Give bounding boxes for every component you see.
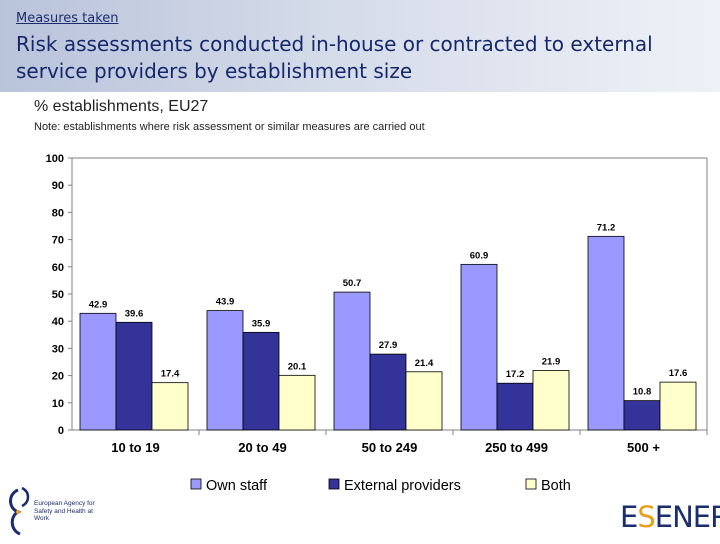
data-label: 21.4 <box>415 358 434 369</box>
data-label: 35.9 <box>252 318 271 329</box>
bar <box>496 382 534 431</box>
category-label: 250 to 499 <box>485 440 548 455</box>
agency-emblem-icon <box>9 486 30 536</box>
agency-name: European Agency for Safety and Health at… <box>34 500 95 522</box>
y-tick-label: 100 <box>46 153 64 165</box>
bar <box>333 291 371 431</box>
bar <box>623 400 661 431</box>
data-label: 60.9 <box>470 250 489 261</box>
y-tick-label: 40 <box>52 316 64 328</box>
brand-prefix: E <box>620 500 638 534</box>
category-label: 10 to 19 <box>111 440 159 455</box>
y-tick-label: 30 <box>52 343 64 355</box>
category-label: 500 + <box>627 440 660 455</box>
legend-label: Own staff <box>206 478 268 494</box>
y-tick-label: 80 <box>52 207 64 219</box>
page-title: Risk assessments conducted in-house or c… <box>16 32 653 83</box>
category-label: 50 to 249 <box>362 440 418 455</box>
esener-logo: ESENER <box>620 500 720 534</box>
data-label: 20.1 <box>288 361 307 372</box>
bar <box>206 310 244 431</box>
legend-label: External providers <box>344 478 461 494</box>
bar <box>460 263 498 431</box>
bar <box>532 370 570 431</box>
data-label: 39.6 <box>125 308 144 319</box>
header-banner <box>0 0 720 92</box>
data-label: 10.8 <box>633 387 652 398</box>
eu-osha-logo <box>4 484 100 540</box>
data-label: 27.9 <box>379 340 398 351</box>
y-tick-label: 10 <box>52 398 64 410</box>
category-label: 20 to 49 <box>238 440 286 455</box>
data-label: 71.2 <box>597 222 616 233</box>
legend-swatch <box>328 478 340 490</box>
data-label: 50.7 <box>343 278 362 289</box>
y-tick-label: 20 <box>52 371 64 383</box>
y-tick-label: 70 <box>52 235 64 247</box>
data-label: 43.9 <box>216 297 235 308</box>
brand-suffix: ENER <box>654 500 720 534</box>
bar <box>659 381 697 431</box>
y-tick-label: 50 <box>52 289 64 301</box>
brand-accent: S <box>637 500 655 534</box>
bar <box>242 331 280 431</box>
chart-note: Note: establishments where risk assessme… <box>34 121 425 133</box>
legend-label: Both <box>541 478 571 494</box>
data-label: 17.4 <box>161 369 180 380</box>
bar <box>587 235 625 431</box>
bar <box>278 374 316 431</box>
bar <box>369 353 407 431</box>
data-label: 17.6 <box>669 368 688 379</box>
data-label: 21.9 <box>542 356 561 367</box>
bar <box>405 371 443 431</box>
y-tick-label: 60 <box>52 262 64 274</box>
y-tick-label: 90 <box>52 180 64 192</box>
chart-subtitle: % establishments, EU27 <box>34 98 209 115</box>
bar <box>79 312 117 431</box>
data-label: 17.2 <box>506 369 525 380</box>
section-link[interactable]: Measures taken <box>16 11 119 26</box>
y-tick-label: 0 <box>58 425 64 437</box>
bar <box>115 321 153 431</box>
data-label: 42.9 <box>89 299 108 310</box>
legend-swatch <box>525 478 537 490</box>
legend-swatch <box>190 478 202 490</box>
bar <box>151 382 189 431</box>
